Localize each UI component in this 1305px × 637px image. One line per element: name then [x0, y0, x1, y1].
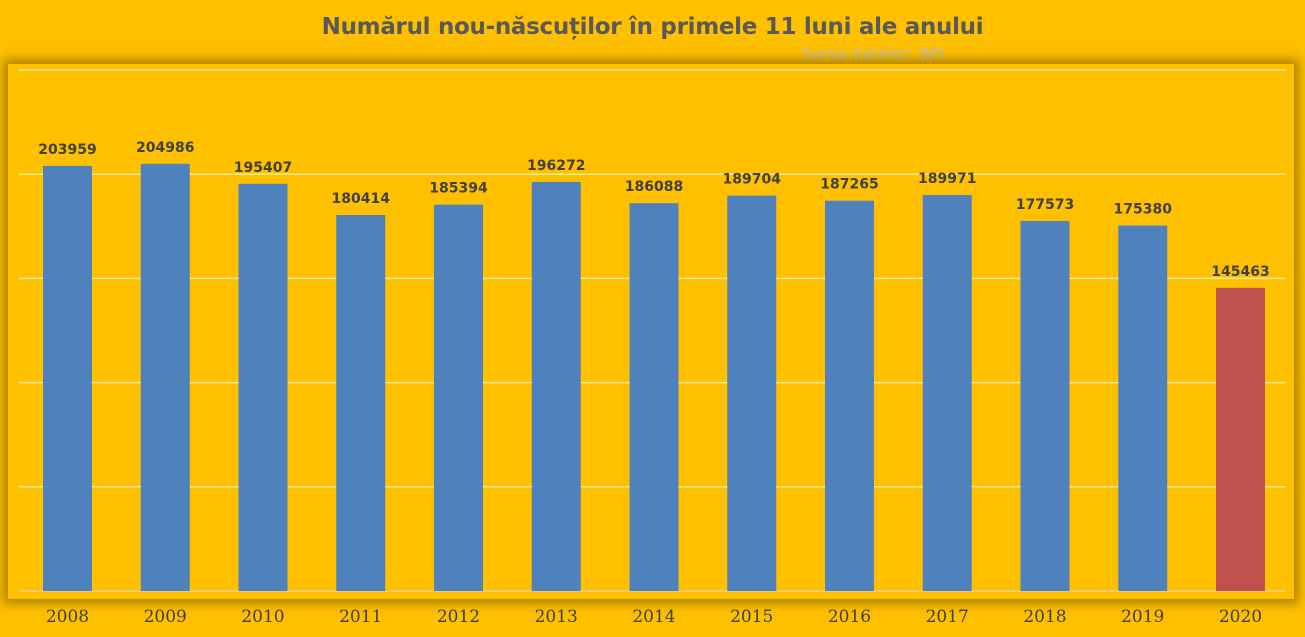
x-axis-tick-labels: 2008 2009 2010 2011 2012 2013 2014 2015 2016 2017… — [46, 607, 1262, 627]
x-tick-2019: 2019 — [1121, 607, 1164, 627]
bar-2017 — [922, 195, 972, 591]
bar-2016 — [825, 200, 874, 592]
data-label-2019: 175380 — [1114, 202, 1173, 218]
data-label-2013: 196272 — [527, 158, 585, 174]
x-tick-2012: 2012 — [437, 607, 480, 627]
x-tick-2018: 2018 — [1023, 607, 1066, 627]
x-tick-2011: 2011 — [339, 607, 382, 627]
data-label-2012: 185394 — [429, 181, 488, 197]
x-tick-2017: 2017 — [926, 607, 969, 627]
data-label-2010: 195407 — [234, 160, 292, 176]
x-tick-2020: 2020 — [1219, 607, 1262, 627]
bar-2008 — [43, 165, 92, 591]
x-tick-2014: 2014 — [632, 607, 675, 627]
bar-2013 — [531, 181, 581, 591]
bar-2011 — [336, 215, 386, 591]
x-tick-2015: 2015 — [730, 607, 773, 627]
chart-source: Sursa datelor: INS — [801, 44, 946, 63]
bar-2010 — [238, 183, 288, 591]
data-label-2014: 186088 — [625, 179, 683, 195]
bar-2015 — [727, 195, 777, 591]
bar-2020 — [1216, 287, 1265, 591]
bar-2018 — [1020, 220, 1070, 591]
data-label-2018: 177573 — [1016, 197, 1074, 213]
data-label-2016: 187265 — [820, 177, 878, 193]
bars — [43, 163, 1265, 592]
x-tick-2016: 2016 — [828, 607, 871, 627]
data-label-2009: 204986 — [136, 140, 194, 156]
bar-2019 — [1118, 225, 1168, 591]
bar-2009 — [140, 163, 190, 591]
data-label-2017: 189971 — [918, 171, 976, 187]
data-labels: 203959 204986 195407 180414 185394 196272 1860… — [38, 140, 1269, 280]
bar-2014 — [629, 203, 679, 591]
x-tick-2008: 2008 — [46, 607, 89, 627]
x-tick-2013: 2013 — [535, 607, 578, 627]
data-label-2020: 145463 — [1211, 264, 1269, 280]
bar-2012 — [434, 204, 483, 591]
data-label-2008: 203959 — [38, 142, 96, 158]
data-label-2011: 180414 — [332, 191, 391, 207]
data-label-2015: 189704 — [723, 172, 782, 188]
x-tick-2010: 2010 — [241, 607, 284, 627]
x-tick-2009: 2009 — [144, 607, 187, 627]
chart-title: Numărul nou-născuților în primele 11 lun… — [321, 14, 984, 40]
